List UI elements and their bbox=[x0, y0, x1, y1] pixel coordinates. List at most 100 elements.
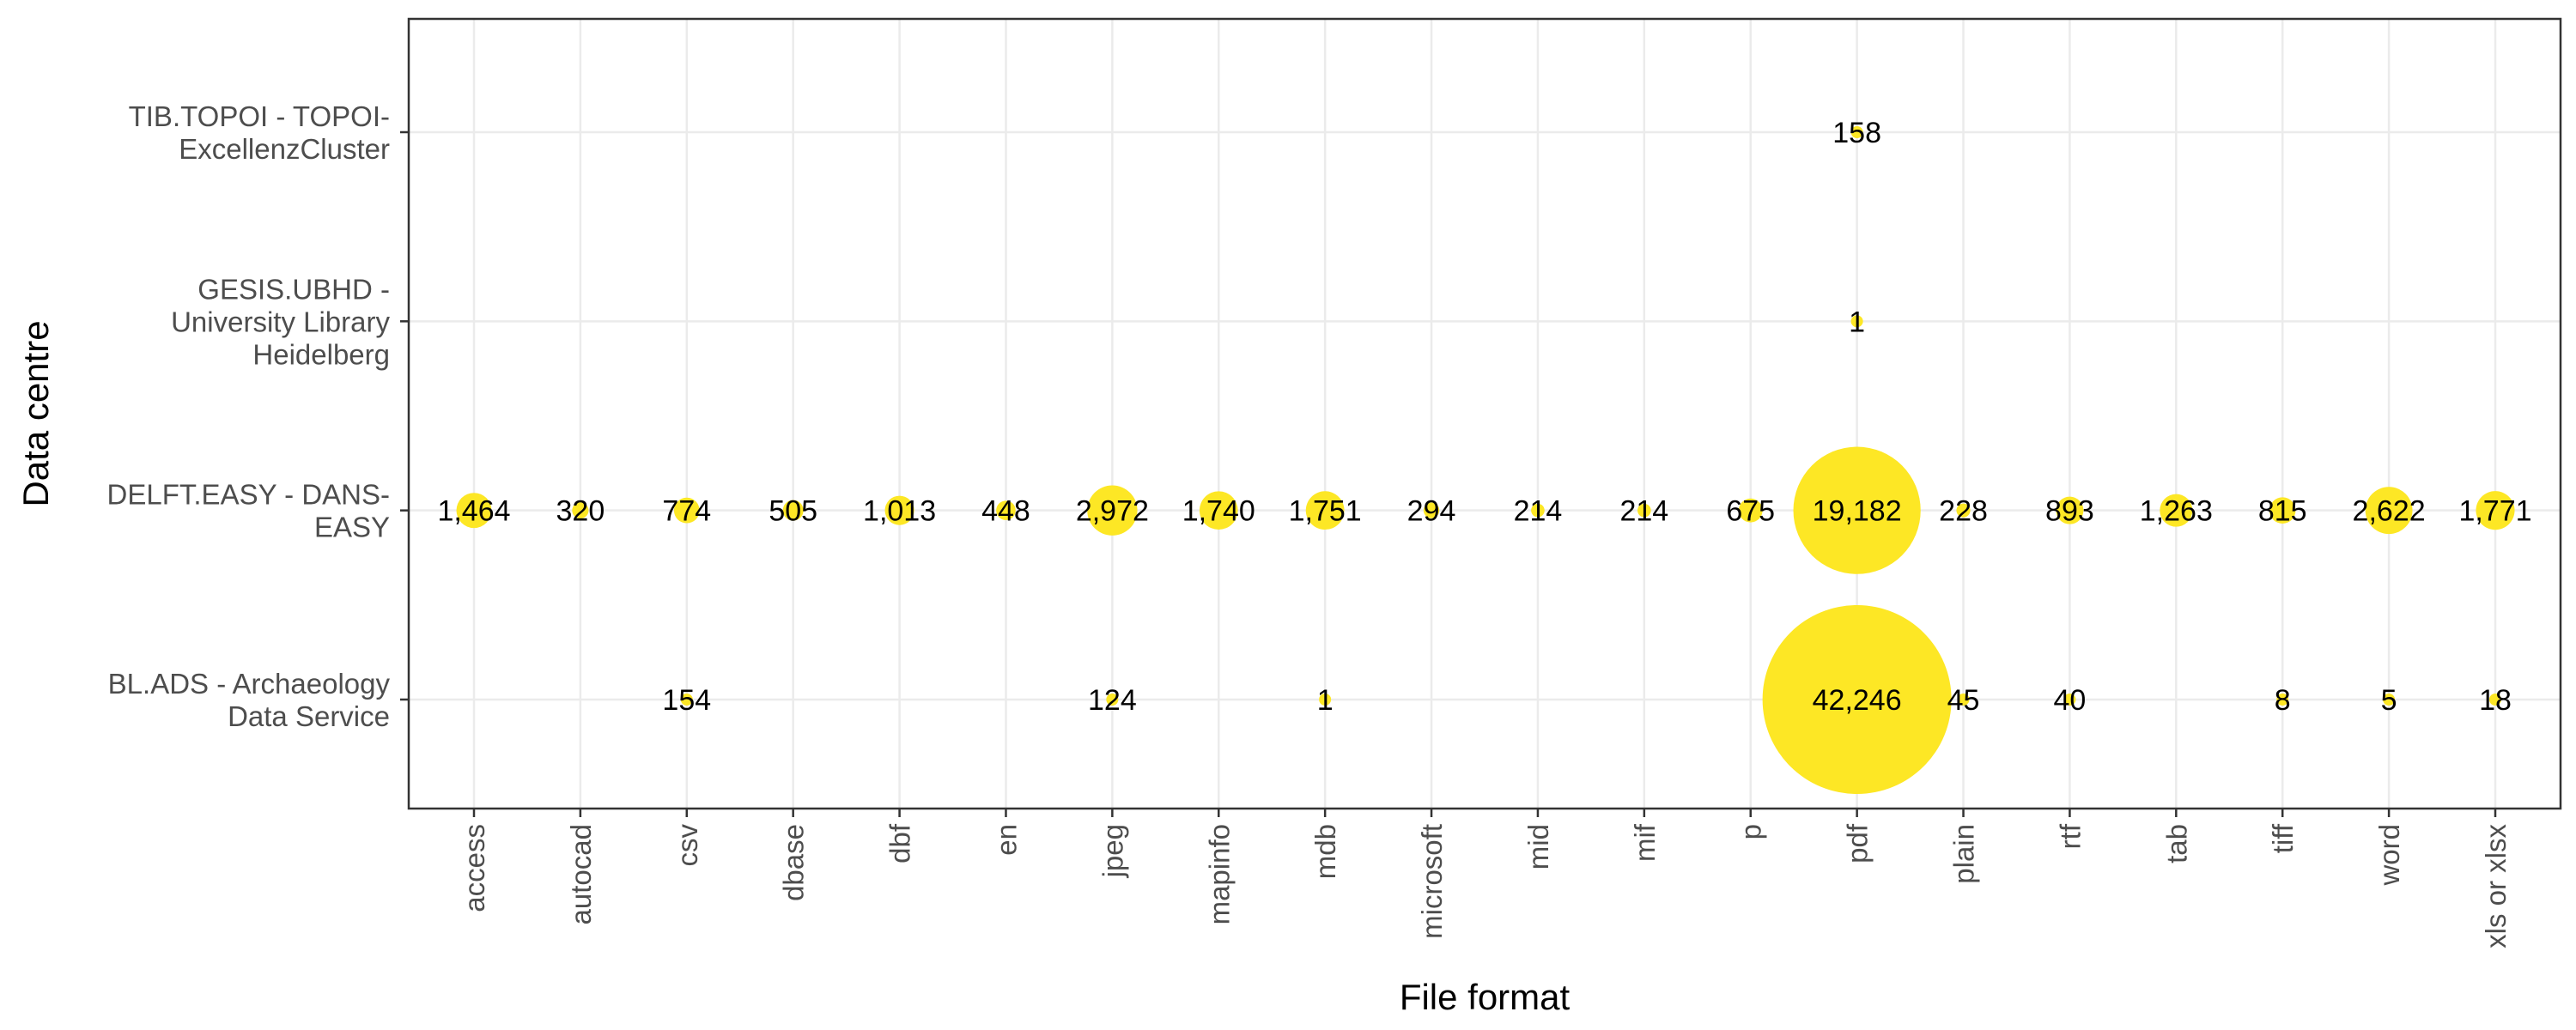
x-tick-label: plain bbox=[1948, 824, 1980, 884]
x-tick-label: pdf bbox=[1842, 823, 1874, 863]
bubble-value-label: 42,246 bbox=[1813, 684, 1902, 717]
bubble bbox=[1793, 446, 1921, 574]
bubble-value-label: 45 bbox=[1947, 684, 1980, 717]
bubble-value-label: 5 bbox=[2381, 684, 2397, 717]
bubble bbox=[1319, 694, 1332, 706]
bubble-value-label: 320 bbox=[556, 495, 605, 528]
bubble-value-label: 19,182 bbox=[1813, 495, 1902, 528]
y-tick-label-line: University Library bbox=[171, 306, 390, 337]
bubble-value-label: 214 bbox=[1619, 495, 1668, 528]
bubble bbox=[680, 694, 693, 706]
bubble bbox=[1305, 491, 1345, 530]
x-tick-label: word bbox=[2373, 824, 2405, 887]
bubble-value-label: 124 bbox=[1088, 684, 1137, 717]
bubble bbox=[2489, 694, 2501, 706]
y-tick-label-line: BL.ADS - Archaeology bbox=[108, 668, 391, 700]
y-tick-label-line: TIB.TOPOI - TOPOI- bbox=[129, 100, 390, 132]
x-axis-ticks: access autocad csv dbase dbf en jpeg mapinfo mdb… bbox=[459, 809, 2512, 948]
bubble-value-label: 8 bbox=[2275, 684, 2291, 717]
bubble-value-label: 815 bbox=[2258, 495, 2307, 528]
bubble-value-label: 214 bbox=[1514, 495, 1563, 528]
x-tick-label: dbase bbox=[778, 824, 810, 901]
y-axis-ticks: BL.ADS - Archaeology Data Service DELFT.EA… bbox=[107, 100, 409, 732]
bubble bbox=[2365, 487, 2413, 535]
bubble bbox=[2160, 494, 2193, 527]
bubble-value-label: 18 bbox=[2479, 684, 2512, 717]
bubble bbox=[2276, 694, 2289, 706]
x-tick-label: mif bbox=[1629, 823, 1661, 862]
bubble bbox=[673, 497, 700, 524]
bubble-value-label: 228 bbox=[1939, 495, 1988, 528]
bubble bbox=[1850, 126, 1863, 138]
y-tick-label-line: ExcellenzCluster bbox=[179, 133, 390, 165]
y-axis-title: Data centre bbox=[15, 320, 56, 506]
bubble bbox=[884, 495, 914, 525]
bubble bbox=[2063, 694, 2076, 706]
bubble-value-label: 893 bbox=[2045, 495, 2094, 528]
x-tick-label: autocad bbox=[565, 824, 597, 924]
x-tick-label: en bbox=[990, 824, 1022, 856]
bubble bbox=[1850, 315, 1863, 328]
y-tick-label-line: Data Service bbox=[228, 700, 390, 732]
bubble-value-label: 40 bbox=[2054, 684, 2087, 717]
bubble bbox=[2269, 497, 2296, 524]
y-tick-label: BL.ADS - Archaeology Data Service bbox=[108, 668, 391, 732]
bubble bbox=[1738, 498, 1763, 523]
bubble-value-label: 1,751 bbox=[1289, 495, 1362, 528]
bubble-value-label: 774 bbox=[662, 495, 711, 528]
x-tick-label: rtf bbox=[2054, 823, 2086, 849]
bubble bbox=[2383, 694, 2396, 706]
bubbles bbox=[456, 126, 2515, 794]
x-tick-label: tiff bbox=[2267, 823, 2299, 853]
bubble-value-label: 2,972 bbox=[1076, 495, 1149, 528]
x-tick-label: mid bbox=[1522, 824, 1554, 869]
bubble bbox=[2476, 491, 2515, 530]
y-tick-label: DELFT.EASY - DANS-EASY bbox=[107, 479, 390, 543]
bubble bbox=[1637, 503, 1651, 518]
y-tick-label: GESIS.UBHD -University Library Heidelberg bbox=[171, 273, 390, 370]
bubble bbox=[1423, 502, 1440, 518]
bubble bbox=[1762, 605, 1952, 794]
bubble bbox=[572, 502, 589, 519]
x-tick-label: xls or xlsx bbox=[2480, 824, 2512, 948]
bubble bbox=[1087, 485, 1138, 536]
x-tick-label: microsoft bbox=[1416, 824, 1448, 939]
bubble bbox=[782, 500, 804, 521]
bubble-value-label: 1,263 bbox=[2140, 495, 2213, 528]
bubble-value-label: 2,622 bbox=[2353, 495, 2426, 528]
x-axis-title: File format bbox=[1400, 977, 1571, 1017]
bubble-value-label: 1,771 bbox=[2458, 495, 2531, 528]
bubble bbox=[996, 500, 1016, 520]
x-tick-label: mdb bbox=[1309, 824, 1341, 879]
bubble-value-label: 505 bbox=[769, 495, 817, 528]
x-tick-label: tab bbox=[2160, 824, 2192, 863]
bubble-labels: 154 124 1 42,246 45 40 8 5 18 1,464 320 774 505 1,013… bbox=[437, 117, 2531, 717]
plot-panel-border bbox=[407, 17, 2562, 810]
bubble-value-label: 448 bbox=[981, 495, 1030, 528]
bubble-value-label: 1,740 bbox=[1182, 495, 1255, 528]
bubble-value-label: 1,013 bbox=[863, 495, 936, 528]
y-tick-label-line: Heidelberg bbox=[252, 338, 390, 370]
y-tick-label: TIB.TOPOI - TOPOI-ExcellenzCluster bbox=[129, 100, 390, 165]
bubble-value-label: 675 bbox=[1726, 495, 1775, 528]
x-tick-label: p bbox=[1735, 824, 1767, 839]
bubble bbox=[1531, 503, 1545, 518]
y-tick-label-line: DELFT.EASY - DANS- bbox=[107, 479, 390, 511]
bubble-value-label: 154 bbox=[662, 684, 711, 717]
y-tick-label-line: EASY bbox=[314, 512, 390, 543]
x-tick-label: dbf bbox=[884, 823, 916, 863]
bubble-value-label: 1 bbox=[1317, 684, 1334, 717]
x-tick-label: mapinfo bbox=[1203, 824, 1235, 924]
bubble bbox=[1956, 503, 1971, 518]
x-tick-label: access bbox=[459, 824, 490, 912]
bubble bbox=[1199, 491, 1238, 530]
bubble bbox=[1106, 694, 1119, 706]
gridlines bbox=[409, 19, 2561, 809]
bubble-value-label: 294 bbox=[1407, 495, 1456, 528]
bubble bbox=[456, 493, 492, 529]
bubble bbox=[2056, 496, 2084, 524]
x-tick-label: csv bbox=[671, 824, 703, 867]
x-tick-label: jpeg bbox=[1097, 824, 1128, 878]
